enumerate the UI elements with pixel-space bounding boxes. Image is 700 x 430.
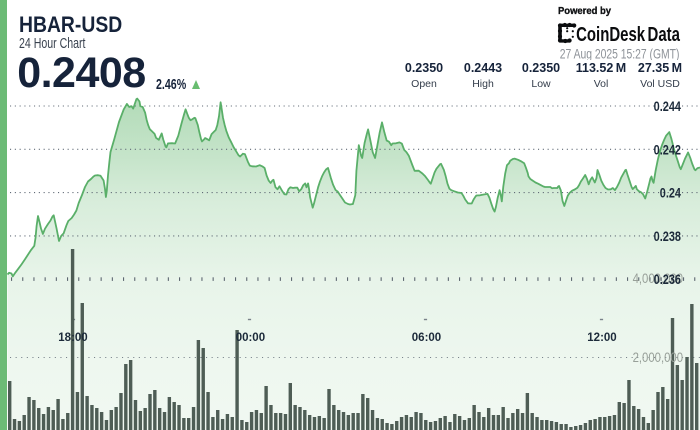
svg-text:4,000,000: 4,000,000 bbox=[633, 271, 683, 286]
svg-text:18:00: 18:00 bbox=[58, 332, 87, 344]
svg-text:0.242: 0.242 bbox=[654, 142, 681, 158]
svg-text:0.236: 0.236 bbox=[654, 272, 681, 288]
svg-text:0.244: 0.244 bbox=[654, 99, 681, 115]
svg-text:27 Aug 2025 15:27 (GMT): 27 Aug 2025 15:27 (GMT) bbox=[560, 46, 680, 60]
svg-text:06:00: 06:00 bbox=[412, 332, 441, 344]
svg-text:12:00: 12:00 bbox=[587, 332, 616, 344]
svg-text:0.238: 0.238 bbox=[654, 229, 681, 245]
svg-text:00:00: 00:00 bbox=[236, 332, 265, 344]
svg-text:0.24: 0.24 bbox=[660, 185, 681, 201]
svg-text:2,000,000: 2,000,000 bbox=[633, 350, 683, 365]
